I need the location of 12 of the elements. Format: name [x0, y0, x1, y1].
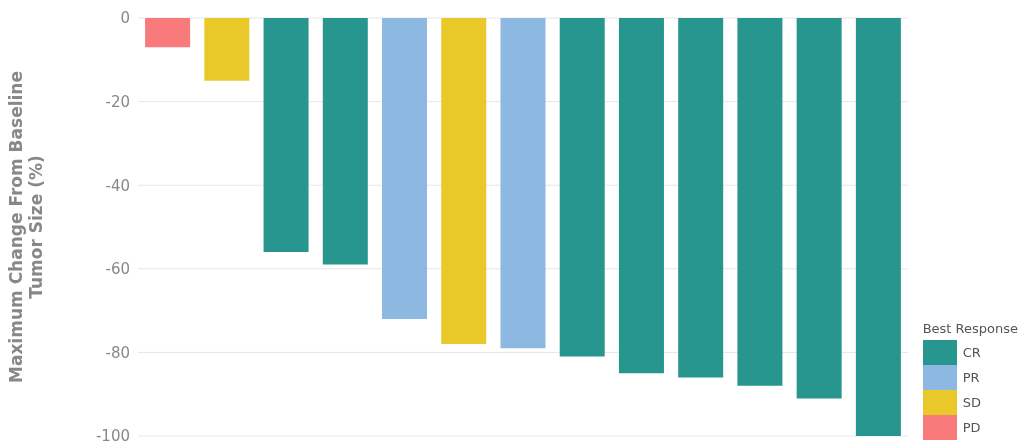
y-tick-label: -20 [105, 92, 130, 111]
y-tick-label: -80 [105, 343, 130, 362]
y-tick-label: 0 [120, 9, 130, 28]
y-axis-title: Maximum Change From Baseline Tumor Size (%) [6, 71, 46, 383]
legend-label: PD [962, 420, 981, 435]
legend-title: Best Response [922, 321, 1018, 336]
y-tick-label: -100 [95, 427, 130, 446]
legend-label: SD [962, 395, 981, 410]
y-tick-label: -60 [105, 260, 130, 279]
legend-label: CR [962, 345, 981, 360]
y-tick-label: -40 [105, 176, 130, 195]
legend-label: PR [962, 370, 980, 385]
